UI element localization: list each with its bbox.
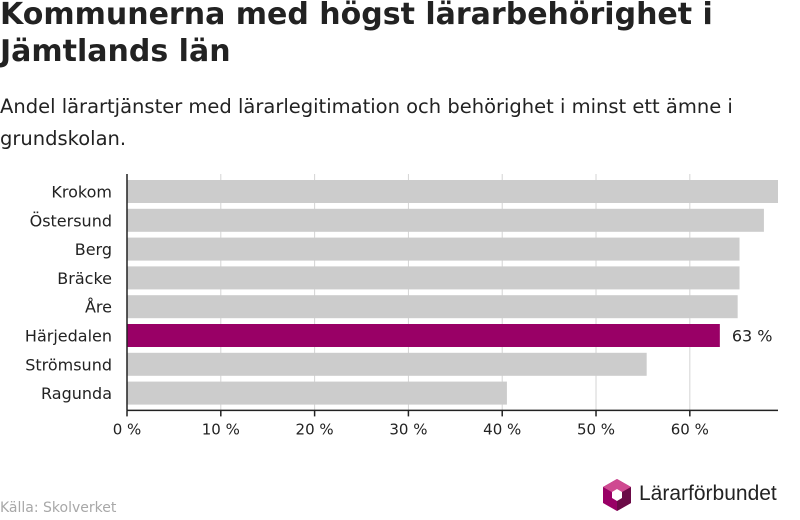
category-label: Ragunda xyxy=(41,384,112,403)
bar xyxy=(127,208,764,232)
bar xyxy=(127,237,740,261)
chart-title: Kommunerna med högst lärarbehörighet i J… xyxy=(0,0,713,69)
bar-chart: Krokom Östersund Berg Bräcke Åre Härjedalen 63… xyxy=(25,174,778,438)
category-label: Berg xyxy=(75,240,112,259)
category-label: Strömsund xyxy=(25,355,112,374)
hexagon-logo-icon xyxy=(603,479,631,511)
x-tick-label: 30 % xyxy=(389,420,427,438)
x-tick-label: 50 % xyxy=(577,420,615,438)
x-tick-label: 0 % xyxy=(113,420,142,438)
bar xyxy=(127,352,647,376)
category-label: Bräcke xyxy=(57,269,112,288)
category-label: Härjedalen xyxy=(25,327,112,346)
chart-subtitle: Andel lärartjänster med lärarlegitimatio… xyxy=(0,95,733,150)
x-tick-label: 20 % xyxy=(296,420,334,438)
category-label: Östersund xyxy=(30,211,112,230)
bar xyxy=(127,381,507,405)
x-tick-label: 60 % xyxy=(671,420,709,438)
bar xyxy=(127,266,740,290)
bar xyxy=(127,180,778,203)
data-label: 63 % xyxy=(732,327,773,346)
logo-wordmark: Lärarförbundet xyxy=(639,482,777,505)
bar xyxy=(127,295,738,319)
x-tick-label: 10 % xyxy=(202,420,240,438)
x-tick-label: 40 % xyxy=(483,420,521,438)
bar xyxy=(127,324,720,347)
category-label: Åre xyxy=(85,298,112,317)
category-label: Krokom xyxy=(51,183,112,202)
source-note: Källa: Skolverket xyxy=(0,500,117,516)
